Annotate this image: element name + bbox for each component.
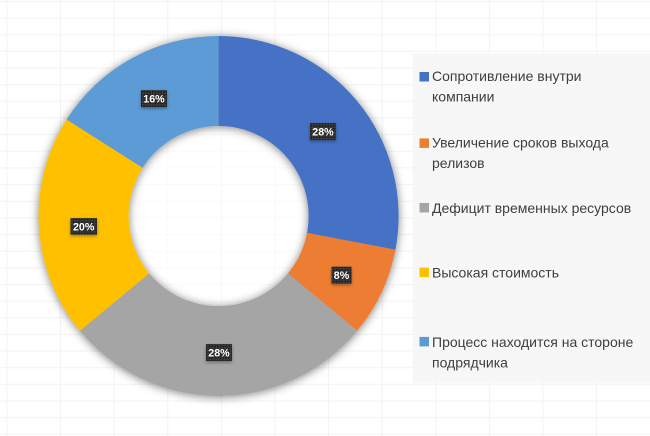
- svg-text:Сопротивление внутри: Сопротивление внутри: [432, 68, 581, 84]
- svg-text:28%: 28%: [312, 127, 334, 139]
- svg-text:Дефицит временных ресурсов: Дефицит временных ресурсов: [432, 200, 631, 216]
- svg-text:компании: компании: [432, 89, 494, 105]
- svg-text:Высокая стоимость: Высокая стоимость: [432, 265, 559, 281]
- svg-text:20%: 20%: [73, 221, 95, 233]
- svg-text:релизов: релизов: [432, 155, 485, 171]
- svg-text:28%: 28%: [208, 348, 230, 360]
- svg-text:Процесс находится на стороне: Процесс находится на стороне: [432, 334, 633, 350]
- svg-text:Увеличение сроков выхода: Увеличение сроков выхода: [432, 135, 609, 151]
- svg-text:8%: 8%: [334, 270, 350, 282]
- svg-text:16%: 16%: [143, 94, 165, 106]
- svg-text:подрядчика: подрядчика: [432, 355, 508, 371]
